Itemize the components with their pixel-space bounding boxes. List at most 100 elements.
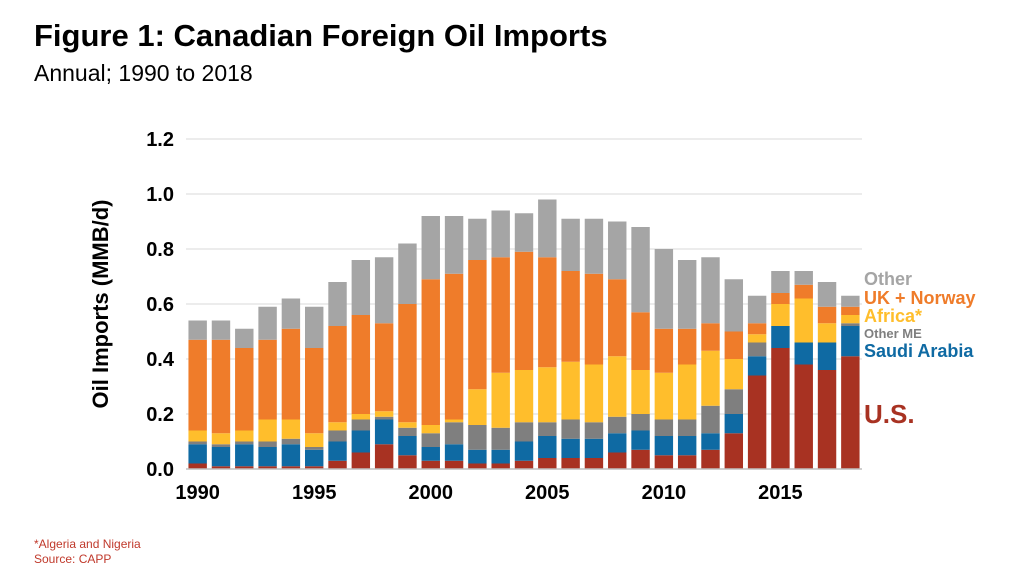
y-tick-label: 0.4: [146, 349, 175, 371]
bar-segment: [281, 438, 301, 445]
bar-segment: [608, 279, 627, 357]
bar-segment: [188, 444, 207, 464]
y-tick-label: 0.8: [146, 239, 174, 261]
bar-segment: [514, 441, 534, 461]
bar-segment: [817, 323, 837, 343]
source-note: Source: CAPP: [34, 552, 112, 566]
bar-segment: [631, 430, 650, 450]
bar-segment: [398, 422, 417, 428]
bar-segment: [584, 422, 604, 439]
bar-segment: [188, 441, 207, 445]
bar-segment: [468, 389, 487, 425]
bar-segment: [701, 323, 720, 351]
bar-segment: [561, 218, 580, 271]
bar-segment: [258, 419, 277, 442]
bar-segment: [444, 273, 464, 420]
legend-label: U.S.: [864, 399, 915, 429]
bar-segment: [841, 356, 860, 469]
bar-segment: [584, 458, 604, 469]
bar-segment: [258, 441, 277, 447]
bar-segment: [305, 447, 324, 450]
y-tick-label: 1.0: [146, 184, 174, 206]
bar-segment: [328, 422, 347, 431]
bar-segment: [281, 328, 301, 420]
bar-segment: [351, 430, 371, 453]
bar-segment: [608, 221, 627, 280]
bar-segment: [374, 419, 394, 445]
bar-segment: [841, 295, 860, 307]
bar-segment: [514, 422, 534, 442]
y-tick-label: 1.2: [146, 129, 174, 151]
bar-segment: [468, 449, 487, 464]
bar-segment: [491, 463, 510, 469]
bar-segment: [724, 359, 744, 390]
bar-segment: [374, 416, 394, 420]
legend-label: UK + Norway: [864, 288, 976, 308]
bar-segment: [561, 419, 580, 439]
x-tick-label: 2000: [409, 482, 454, 504]
bar-segment: [701, 449, 720, 469]
bar-segment: [328, 430, 347, 442]
bar-segment: [747, 334, 767, 343]
bar-segment: [491, 372, 510, 428]
bar-segment: [608, 356, 627, 417]
bar-segment: [444, 460, 464, 469]
bar-segment: [444, 444, 464, 461]
bar-segment: [421, 460, 440, 469]
bar-segment: [794, 284, 813, 299]
bar-segment: [398, 427, 417, 436]
bar-segment: [514, 251, 534, 370]
bar-segment: [421, 425, 440, 434]
bar-segment: [305, 348, 324, 434]
x-tick-label: 2005: [525, 482, 570, 504]
bar-segment: [677, 364, 697, 420]
bar-segment: [771, 348, 790, 469]
bar-segment: [235, 348, 254, 431]
bar-segment: [654, 436, 674, 456]
y-axis-label: Oil Imports (MMB/d): [88, 200, 113, 409]
bar-segment: [491, 257, 510, 373]
bar-segment: [398, 436, 417, 456]
bar-segment: [771, 304, 790, 326]
bar-segment: [398, 243, 417, 304]
legend-label: Africa*: [864, 306, 922, 326]
bar-segment: [841, 323, 860, 326]
bar-segment: [351, 414, 371, 420]
bar-segment: [771, 271, 790, 293]
bar-segment: [794, 342, 813, 365]
bar-segment: [211, 444, 231, 447]
legend-label: Other ME: [864, 326, 922, 341]
bar-segment: [281, 466, 301, 469]
bar-segment: [374, 323, 394, 412]
bar-segment: [235, 328, 254, 348]
bar-segment: [374, 411, 394, 417]
bar-segment: [631, 370, 650, 414]
bar-segment: [281, 419, 301, 439]
bar-segment: [538, 436, 557, 458]
bar-segment: [258, 466, 277, 469]
bar-segment: [701, 433, 720, 450]
bar-segment: [747, 323, 767, 335]
bar-segment: [747, 342, 767, 357]
bar-segment: [351, 419, 371, 431]
footnote: *Algeria and Nigeria: [34, 537, 141, 551]
bar-segment: [398, 304, 417, 423]
bar-segment: [677, 436, 697, 456]
bar-segment: [211, 466, 231, 469]
bar-segment: [841, 326, 860, 357]
bar-segment: [841, 315, 860, 324]
bar-segment: [561, 271, 580, 362]
bar-segment: [747, 356, 767, 376]
y-tick-label: 0.0: [146, 459, 174, 481]
bar-segment: [584, 273, 604, 365]
bar-segment: [491, 427, 510, 450]
bar-segment: [654, 249, 674, 329]
bar-segment: [211, 320, 231, 340]
bar-segment: [281, 298, 301, 329]
bar-segment: [817, 370, 837, 469]
bar-segment: [701, 350, 720, 406]
bar-segment: [538, 422, 557, 436]
bar-segment: [468, 463, 487, 469]
bar-segment: [631, 312, 650, 370]
bar-segment: [258, 306, 277, 340]
